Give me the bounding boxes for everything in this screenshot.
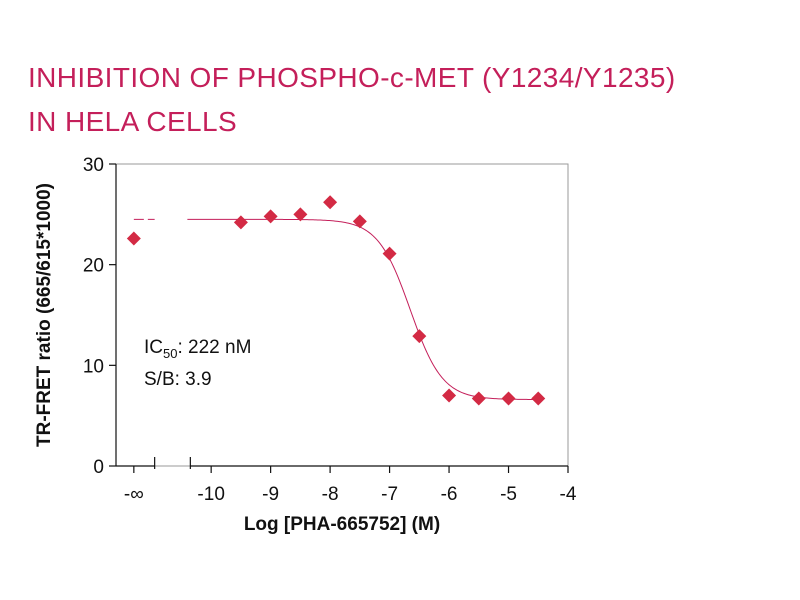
data-points xyxy=(126,195,546,406)
sb-annotation: S/B: 3.9 xyxy=(144,369,212,390)
y-tick-label: 20 xyxy=(83,256,104,277)
chart-title-line-2: IN HELA CELLS xyxy=(28,106,238,137)
data-point xyxy=(126,231,141,246)
data-point xyxy=(382,246,397,261)
data-point xyxy=(412,329,427,344)
data-point xyxy=(263,209,278,224)
y-tick-label: 0 xyxy=(93,457,104,478)
fit-curve xyxy=(187,218,539,400)
chart-title-line-1: INHIBITION OF PHOSPHO-c-MET (Y1234/Y1235… xyxy=(28,62,676,93)
data-point xyxy=(501,391,516,406)
x-tick-label: -4 xyxy=(560,484,577,505)
x-tick-label: -6 xyxy=(441,484,458,505)
ic50-annotation: IC50: 222 nM xyxy=(144,337,251,361)
ic50-value: : 222 nM xyxy=(177,337,251,358)
data-point xyxy=(293,207,308,222)
x-axis: -∞ -10 -9 -8 -7 -6 -5 -4 xyxy=(116,457,577,505)
x-tick-label: -∞ xyxy=(124,484,144,505)
x-tick-label: -8 xyxy=(322,484,339,505)
x-tick-label: -10 xyxy=(197,484,224,505)
ic50-prefix: IC xyxy=(144,337,163,358)
ic50-subscript: 50 xyxy=(163,346,177,361)
data-point xyxy=(442,388,457,403)
x-tick-label: -5 xyxy=(500,484,517,505)
y-tick-label: 10 xyxy=(83,356,104,377)
y-tick-label: 30 xyxy=(83,155,104,176)
data-point xyxy=(233,215,248,230)
y-axis: 0 10 20 30 xyxy=(83,155,117,478)
data-point xyxy=(531,391,546,406)
x-tick-label: -9 xyxy=(262,484,279,505)
y-axis-title: TR-FRET ratio (665/615*1000) xyxy=(34,183,55,447)
x-tick-label: -7 xyxy=(381,484,398,505)
data-point xyxy=(352,214,367,229)
plot-frame xyxy=(115,163,569,467)
x-axis-title: Log [PHA-665752] (M) xyxy=(244,514,440,535)
data-point xyxy=(471,391,486,406)
data-point xyxy=(323,195,338,210)
